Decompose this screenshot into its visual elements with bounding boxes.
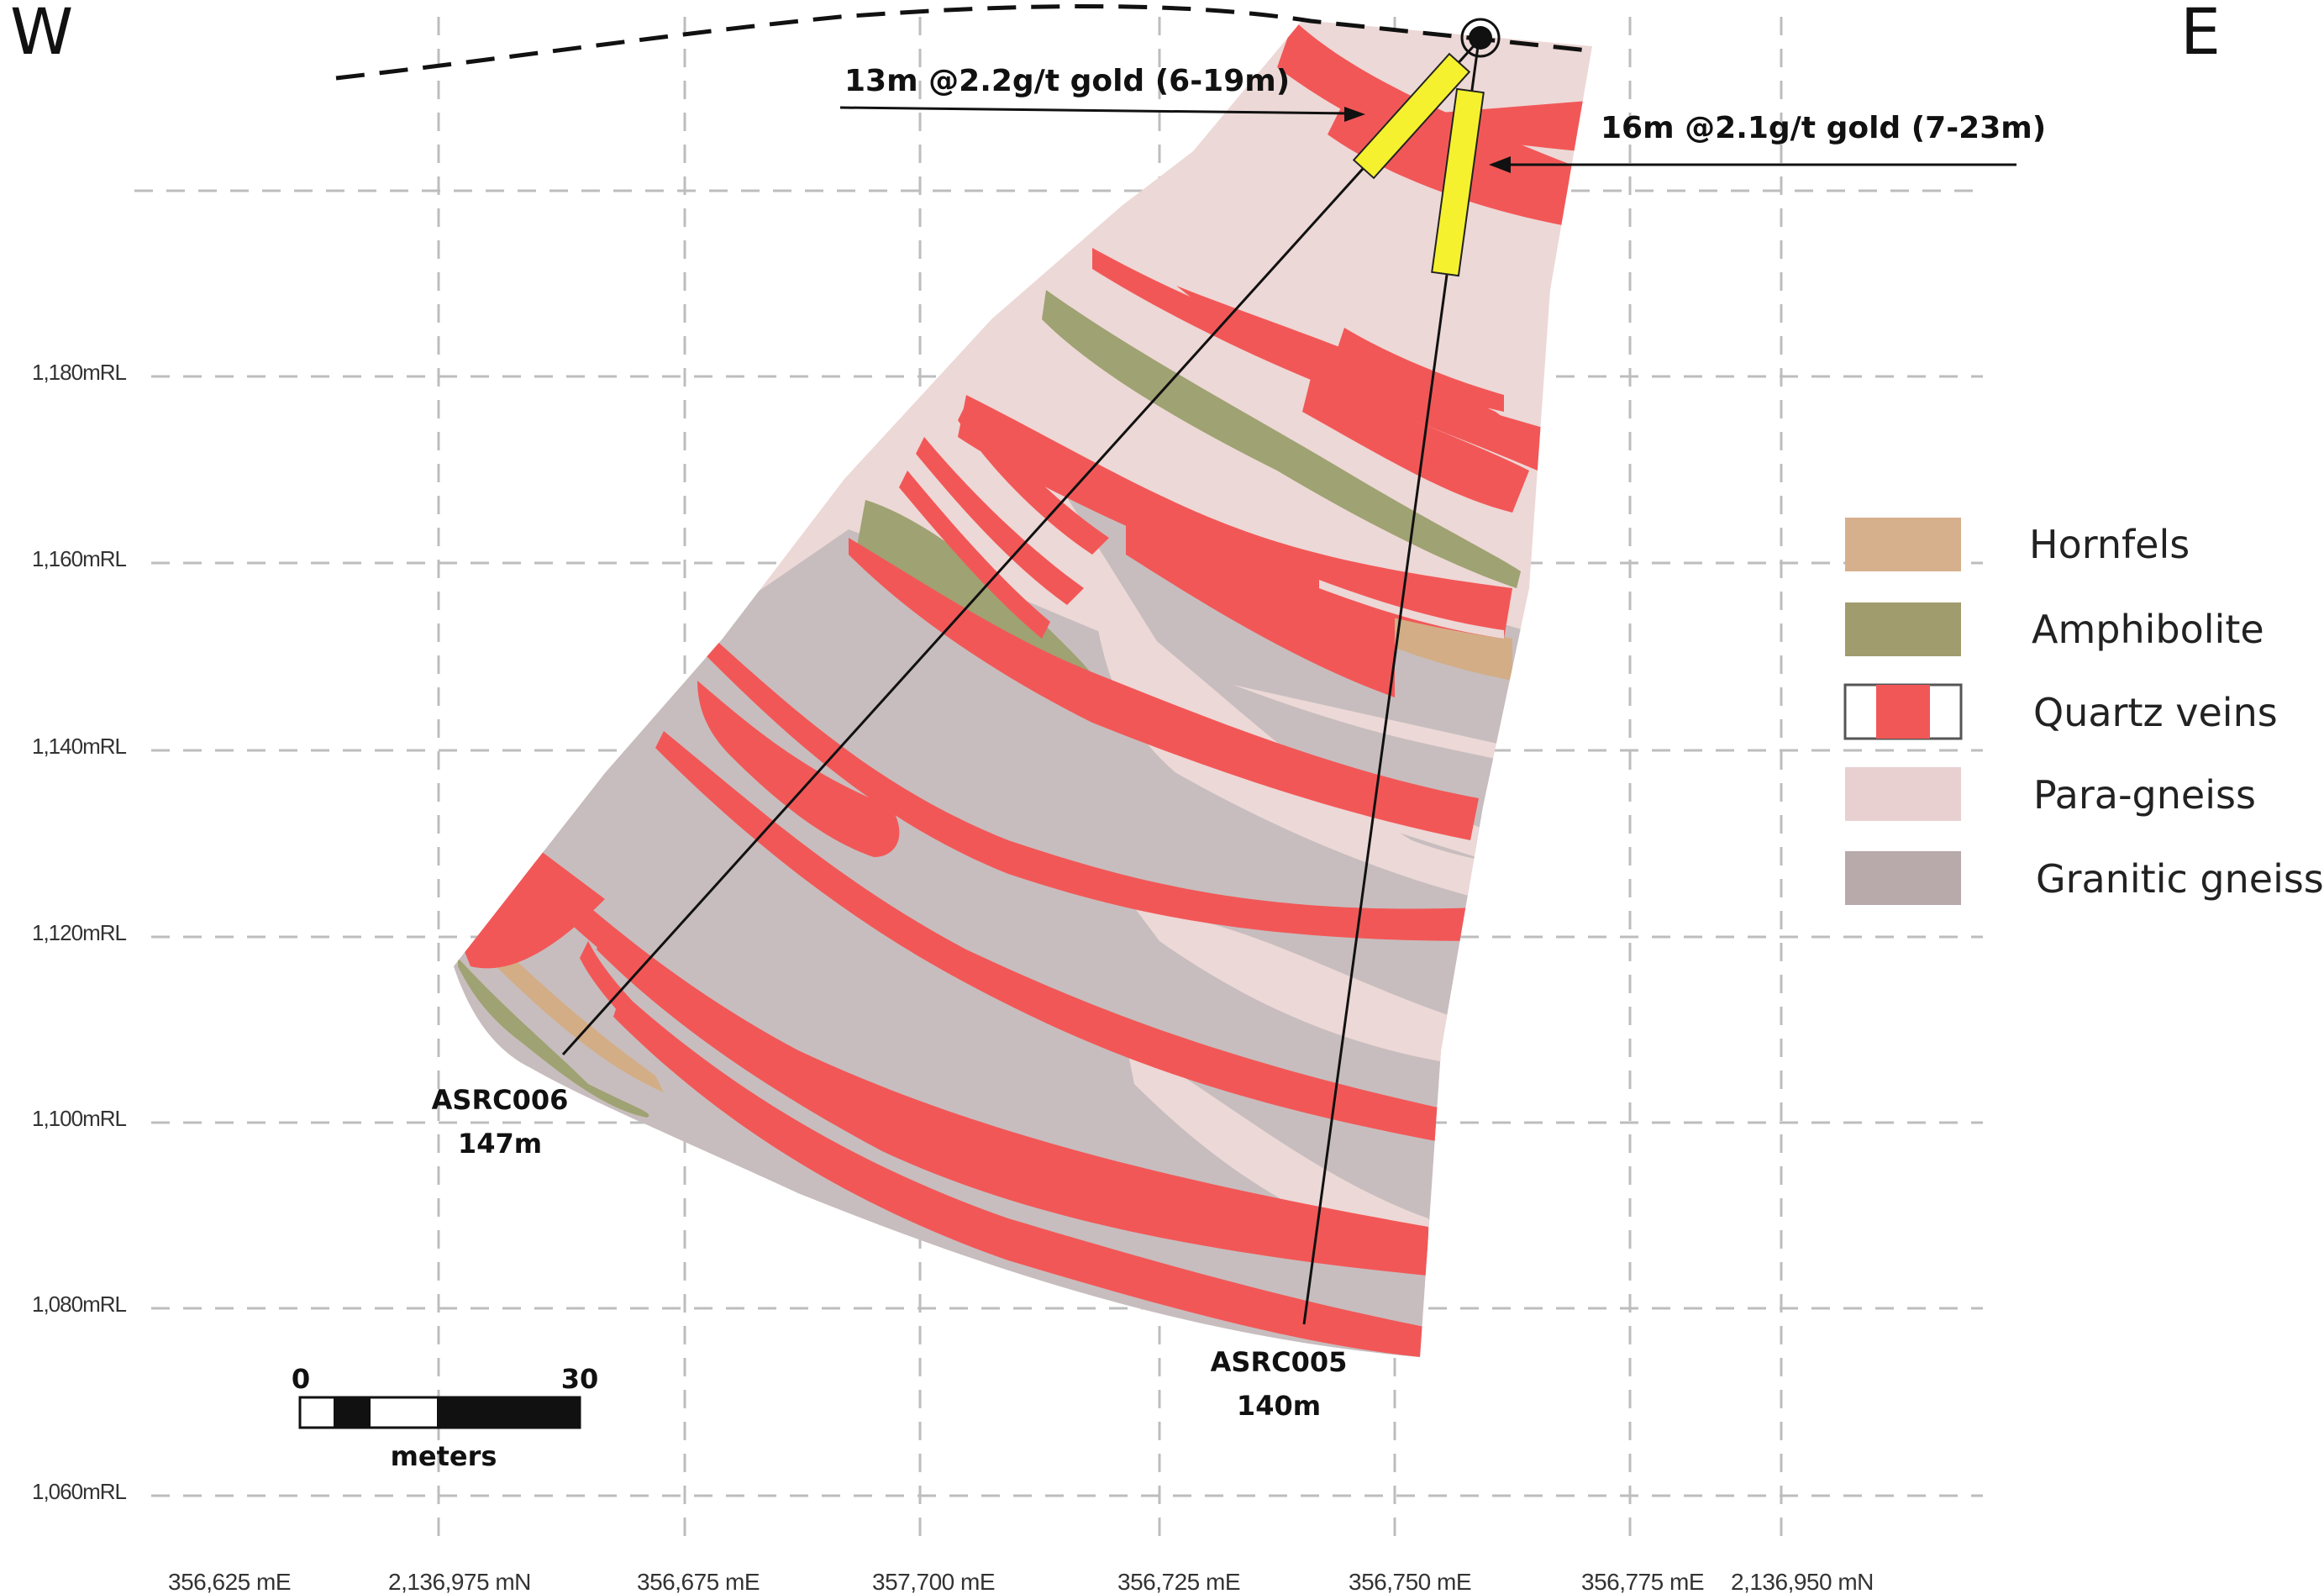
- hole-depth-asrc005: 140m: [1237, 1390, 1321, 1422]
- scale-start-label: 0: [292, 1363, 310, 1395]
- easting-label: 356,625 mE: [168, 1569, 291, 1594]
- rl-label: 1,120mRL: [32, 920, 126, 945]
- drillhole-trace-asrc006: [561, 39, 1480, 1056]
- intercept-leader-asrc005: [1489, 156, 2016, 173]
- scale-unit-label: meters: [391, 1440, 497, 1472]
- rl-gridlines: [134, 189, 1983, 1497]
- legend-label-amphibolite: Amphibolite: [2032, 607, 2264, 652]
- scale-bar: 0 30 meters: [292, 1363, 598, 1472]
- easting-label: 356,775 mE: [1581, 1569, 1704, 1594]
- intercept-bar-asrc006: [1352, 52, 1471, 180]
- rl-label: 1,100mRL: [32, 1106, 126, 1131]
- topographic-surface: [335, 4, 1589, 81]
- rl-label: 1,180mRL: [32, 360, 126, 385]
- geology-fan: [454, 20, 1592, 1357]
- legend-swatch-quartz-veins: [1843, 683, 1963, 740]
- rl-label: 1,080mRL: [32, 1292, 126, 1317]
- northing-label: 2,136,975 mN: [388, 1569, 531, 1594]
- collar-marker: [1460, 18, 1501, 58]
- easting-label: 357,700 mE: [872, 1569, 995, 1594]
- hole-depth-asrc006: 147m: [458, 1128, 542, 1160]
- intercept-leader-asrc006: [839, 106, 1365, 122]
- northing-label: 2,136,950 mN: [1731, 1569, 1874, 1594]
- legend-label-quartz-veins: Quartz veins: [2033, 690, 2278, 735]
- rl-axis-labels: 1,180mRL 1,160mRL 1,140mRL 1,120mRL 1,10…: [32, 360, 127, 1504]
- easting-label: 356,675 mE: [637, 1569, 760, 1594]
- east-label: E: [2180, 0, 2221, 69]
- easting-axis-labels: 356,625 mE 2,136,975 mN 356,675 mE 357,7…: [168, 1569, 1874, 1594]
- rl-label: 1,060mRL: [32, 1479, 126, 1504]
- legend-label-hornfels: Hornfels: [2029, 522, 2190, 567]
- amphibolite-band: [1042, 290, 1521, 588]
- legend-swatch-granitic-gneiss: [1845, 851, 1961, 905]
- easting-label: 356,750 mE: [1349, 1569, 1471, 1594]
- legend-swatch-hornfels: [1845, 518, 1961, 571]
- rl-label: 1,140mRL: [32, 734, 126, 759]
- intercept-bar-asrc005: [1431, 87, 1485, 277]
- intercept-label-asrc005: 16m @2.1g/t gold (7-23m): [1601, 111, 2046, 145]
- hole-id-asrc005: ASRC005: [1211, 1346, 1348, 1378]
- legend-swatch-para-gneiss: [1845, 767, 1961, 821]
- legend-label-granitic-gneiss: Granitic gneiss: [2036, 856, 2324, 902]
- west-label: W: [10, 0, 73, 69]
- scale-end-label: 30: [561, 1363, 599, 1395]
- rl-label: 1,160mRL: [32, 546, 126, 571]
- hole-id-asrc006: ASRC006: [432, 1084, 569, 1116]
- easting-label: 356,725 mE: [1117, 1569, 1240, 1594]
- legend: Hornfels Amphibolite Quartz veins Para-g…: [1843, 518, 2324, 905]
- intercept-label-asrc006: 13m @2.2g/t gold (6-19m): [844, 64, 1290, 98]
- legend-label-para-gneiss: Para-gneiss: [2033, 772, 2256, 818]
- legend-swatch-amphibolite: [1845, 602, 1961, 656]
